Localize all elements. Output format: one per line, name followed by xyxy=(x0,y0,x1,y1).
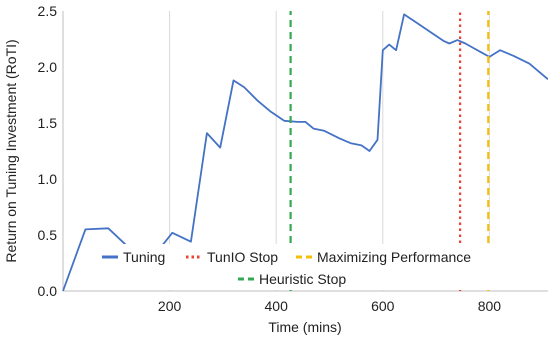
x-tick-label: 800 xyxy=(478,298,502,314)
legend-label-tuning: Tuning xyxy=(123,249,165,265)
tick-labels: 0.0 0.5 1.0 1.5 2.0 2.5 200 400 600 800 xyxy=(38,3,502,314)
legend: Tuning TunIO Stop Maximizing Performance He… xyxy=(96,244,516,290)
series-line-tuning xyxy=(62,13,548,292)
y-tick-label: 1.5 xyxy=(38,115,58,131)
axes xyxy=(62,11,548,292)
x-tick-label: 200 xyxy=(158,298,182,314)
y-tick-label: 0.0 xyxy=(38,283,58,299)
x-axis-label: Time (mins) xyxy=(268,319,341,335)
legend-label-tunio-stop: TunIO Stop xyxy=(207,249,278,265)
y-tick-label: 0.5 xyxy=(38,227,58,243)
x-tick-label: 400 xyxy=(265,298,289,314)
x-tick-label: 600 xyxy=(371,298,395,314)
legend-label-heuristic-stop: Heuristic Stop xyxy=(259,271,346,287)
y-tick-label: 2.5 xyxy=(38,3,58,19)
y-tick-label: 1.0 xyxy=(38,171,58,187)
legend-label-maximizing-performance: Maximizing Performance xyxy=(317,249,471,265)
y-axis-label: Return on Tuning Investment (RoTI) xyxy=(3,39,19,262)
series-layer xyxy=(62,11,548,292)
y-tick-label: 2.0 xyxy=(38,59,58,75)
legend-background xyxy=(96,244,516,290)
